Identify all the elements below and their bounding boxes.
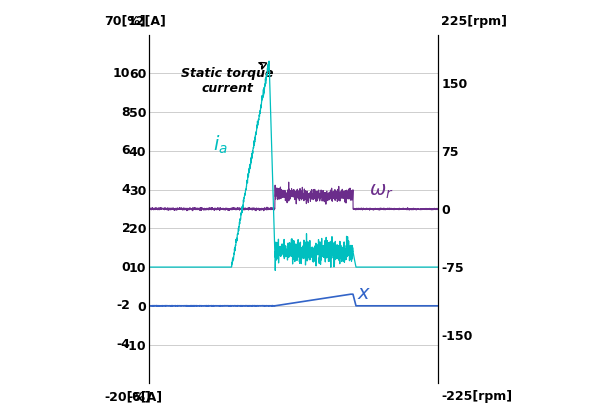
Text: -4: -4 [117,338,130,351]
Text: -2: -2 [117,299,130,312]
Text: -225[rpm]: -225[rpm] [441,390,512,403]
Text: 225[rpm]: 225[rpm] [441,15,507,28]
Text: 8: 8 [122,106,130,119]
Text: $x$: $x$ [358,284,372,303]
Text: -6[A]: -6[A] [127,390,163,403]
Text: 10: 10 [113,67,130,80]
Text: Static torque
current: Static torque current [181,63,274,95]
Text: $\omega_r$: $\omega_r$ [369,182,394,201]
Text: 70[%]: 70[%] [104,15,146,28]
Text: 2: 2 [121,222,130,235]
Text: 12[A]: 12[A] [127,15,166,28]
Text: $i_a$: $i_a$ [213,134,227,156]
Text: -20[%]: -20[%] [104,390,151,403]
Text: 6: 6 [122,144,130,158]
Text: 4: 4 [121,183,130,196]
Text: 0: 0 [121,260,130,274]
